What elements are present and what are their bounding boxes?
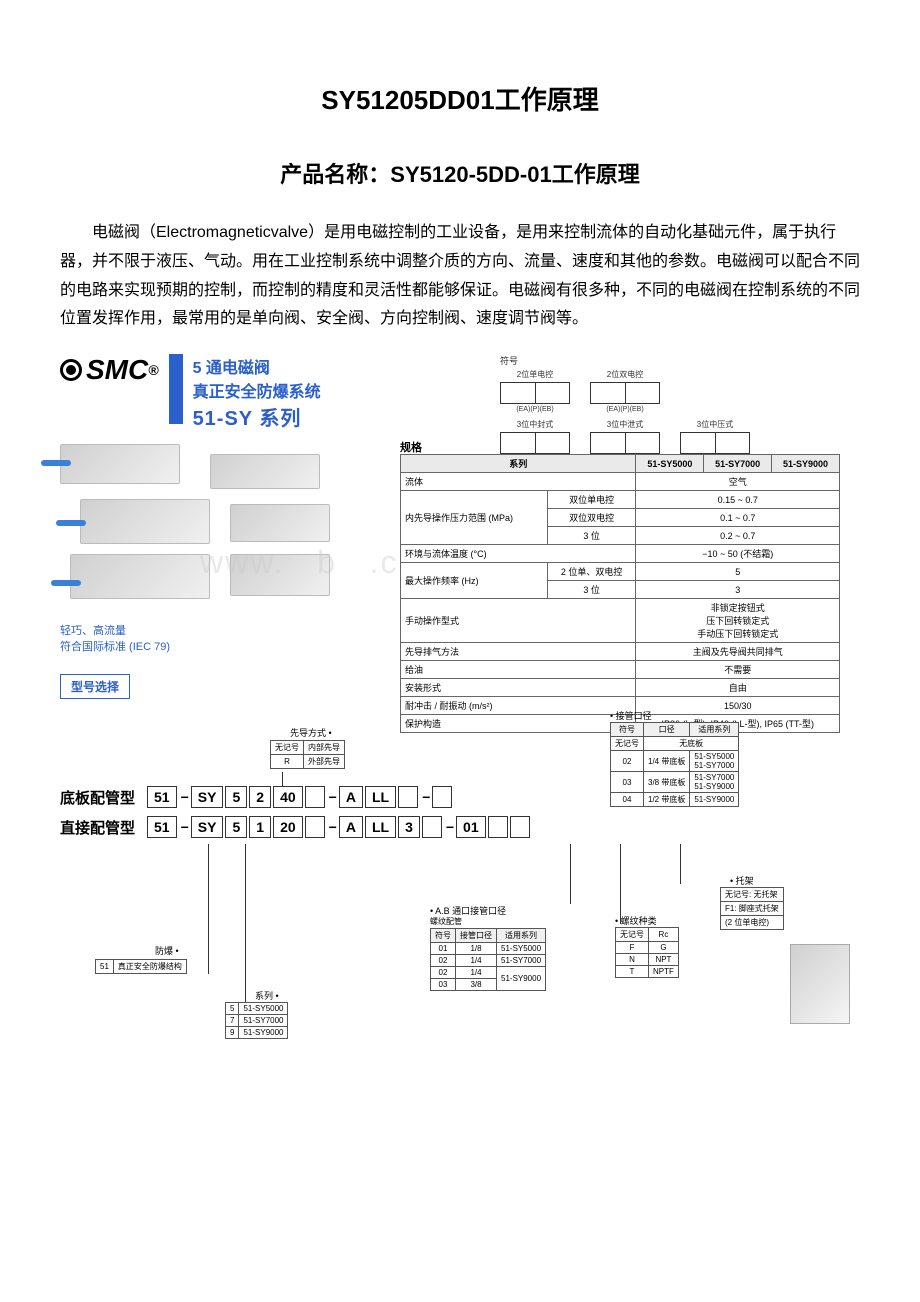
symbol-label: 符号 (500, 354, 750, 367)
order-segment: 2 (249, 786, 271, 808)
sym-title-3: 3位中封式 (500, 419, 570, 430)
header-line3: 51-SY 系列 (193, 402, 321, 431)
order-segment (422, 816, 442, 838)
valve-photo (70, 554, 210, 599)
brand-header: SMC® 5 通电磁阀 真正安全防爆系统 51-SY 系列 (60, 354, 321, 431)
order-segment (488, 816, 508, 838)
header-line2: 真正安全防爆系统 (193, 378, 321, 402)
thread-title: • 螺纹种类 (615, 914, 657, 927)
ab-port-subtitle: 螺纹配管 (430, 916, 462, 927)
order-segment (398, 786, 418, 808)
catalog-figure: SMC® 5 通电磁阀 真正安全防爆系统 51-SY 系列 符号 2位单电控 (… (60, 354, 860, 1054)
order-code-direct: 直接配管型 51−SY5120 −ALL3 −01 (60, 816, 532, 838)
explosion-table: 51真正安全防爆结构 (95, 959, 187, 974)
connector-line (680, 844, 681, 884)
bracket-title: • 托架 (730, 874, 754, 887)
order-label-2: 直接配管型 (60, 817, 135, 838)
sym-cap-1: (EA)(P)(EB) (500, 406, 570, 413)
blue-divider (169, 354, 183, 424)
order-segment: 01 (456, 816, 486, 838)
order-segment: LL (365, 816, 396, 838)
connector-line (620, 844, 621, 924)
order-segment: LL (365, 786, 396, 808)
bracket-photo (790, 944, 850, 1024)
caption-line2: 符合国际标准 (IEC 79) (60, 640, 170, 655)
valve-symbol-icon (500, 382, 570, 404)
thread-table: 无记号RcFGNNPTTNPTF (615, 927, 679, 978)
valve-symbol-icon (590, 382, 660, 404)
connector-line (570, 844, 571, 904)
model-select-label: 型号选择 (60, 674, 130, 699)
order-segment: A (339, 786, 363, 808)
sym-title-5: 3位中压式 (680, 419, 750, 430)
order-segment: 1 (249, 816, 271, 838)
ordering-diagram: 先导方式 • 无记号内部先导R外部先导 • 接管口径 符号口径适用系列无记号无底… (60, 714, 860, 1044)
smc-logo-icon (60, 359, 82, 381)
caption-line1: 轻巧、高流量 (60, 624, 170, 639)
order-label-1: 底板配管型 (60, 787, 135, 808)
intro-paragraph: 电磁阀（Electromagneticvalve）是用电磁控制的工业设备，是用来… (60, 219, 860, 334)
port-dia-table: 符号口径适用系列无记号无底板021/4 带底板51-SY5000 51-SY70… (610, 722, 739, 807)
product-photos (60, 444, 340, 614)
order-segment: A (339, 816, 363, 838)
bracket-table: 无记号: 无托架F1: 脚座式托架(2 位单电控) (720, 887, 784, 930)
order-segment: 40 (273, 786, 303, 808)
valve-symbol-icon (590, 432, 660, 454)
sym-title-2: 2位双电控 (590, 369, 660, 380)
pilot-title: 先导方式 • (290, 726, 332, 739)
order-segment: − (327, 789, 339, 805)
page-title: SY51205DD01工作原理 (60, 80, 860, 117)
header-line1: 5 通电磁阀 (193, 354, 321, 378)
brand-text: SMC (86, 354, 148, 386)
pilot-table: 无记号内部先导R外部先导 (270, 740, 345, 769)
series-table: 551-SY5000751-SY7000951-SY9000 (225, 1002, 288, 1039)
valve-photo (60, 444, 180, 484)
order-segment (305, 816, 325, 838)
order-segment: 20 (273, 816, 303, 838)
valve-photo (230, 504, 330, 542)
order-segment: 5 (225, 816, 247, 838)
valve-symbol-icon (500, 432, 570, 454)
spec-heading: 规格 (400, 439, 422, 455)
order-segment: 3 (398, 816, 420, 838)
order-segment: SY (191, 786, 224, 808)
order-segment: 51 (147, 786, 177, 808)
explosion-title: 防爆 • (155, 944, 179, 957)
series-title: 系列 • (255, 989, 279, 1002)
port-dia-title: • 接管口径 (610, 709, 652, 722)
sym-title-1: 2位单电控 (500, 369, 570, 380)
valve-photo (80, 499, 210, 544)
valve-photo (210, 454, 320, 489)
connector-line (208, 844, 209, 974)
valve-symbol-icon (680, 432, 750, 454)
ab-port-table: 符号接管口径适用系列011/851-SY5000021/451-SY700002… (430, 928, 546, 991)
order-segment: − (179, 819, 191, 835)
symbol-diagrams: 符号 2位单电控 (EA)(P)(EB) 2位双电控 (EA)(P)(EB) 3… (500, 354, 750, 469)
order-segment: − (420, 789, 432, 805)
product-subtitle: 产品名称：SY5120-5DD-01工作原理 (60, 157, 860, 189)
valve-photo (230, 554, 330, 596)
order-segment (432, 786, 452, 808)
order-segment: SY (191, 816, 224, 838)
order-segment: − (327, 819, 339, 835)
header-titles: 5 通电磁阀 真正安全防爆系统 51-SY 系列 (193, 354, 321, 431)
order-segment: − (444, 819, 456, 835)
order-segment (510, 816, 530, 838)
order-code-subplate: 底板配管型 51−SY5240 −ALL − (60, 786, 454, 808)
order-segment: 5 (225, 786, 247, 808)
sym-cap-2: (EA)(P)(EB) (590, 406, 660, 413)
order-segment: − (179, 789, 191, 805)
product-caption: 轻巧、高流量 符合国际标准 (IEC 79) (60, 624, 170, 655)
order-segment: 51 (147, 816, 177, 838)
connector-line (282, 772, 283, 786)
spec-table: 系列51-SY500051-SY700051-SY9000流体空气内先导操作压力… (400, 454, 840, 733)
order-segment (305, 786, 325, 808)
smc-logo: SMC® (60, 354, 159, 386)
connector-line (245, 844, 246, 1014)
sym-title-4: 3位中泄式 (590, 419, 660, 430)
